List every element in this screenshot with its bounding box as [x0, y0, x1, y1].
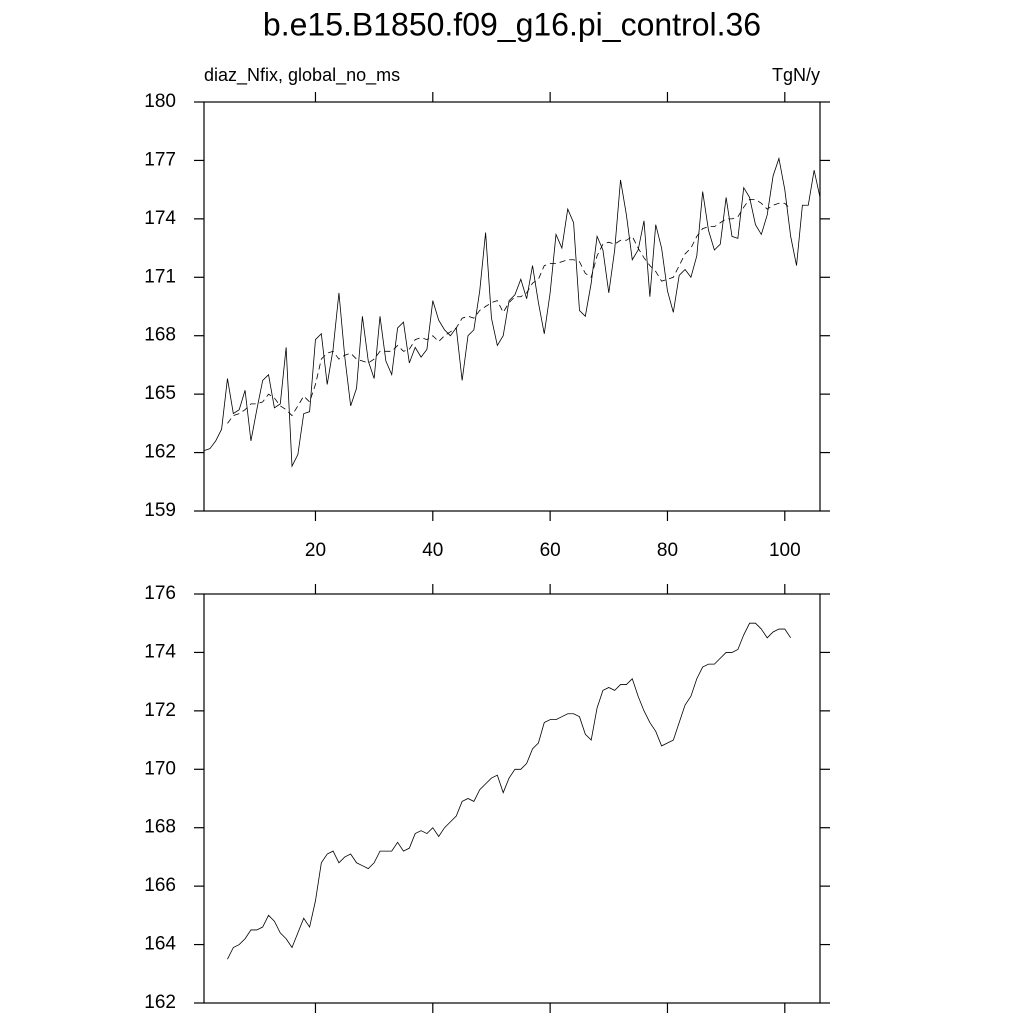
x-tick-label: 60	[540, 540, 561, 561]
y-tick-label: 159	[144, 500, 176, 521]
y-tick-label: 168	[144, 325, 176, 346]
y-tick-label: 176	[144, 583, 176, 604]
x-tick-label: 80	[657, 540, 678, 561]
y-tick-label: 162	[144, 442, 176, 463]
plot-frame	[203, 593, 821, 1004]
data-line	[227, 198, 791, 424]
subtitle-right: TgN/y	[772, 65, 820, 85]
y-tick-label: 174	[144, 208, 176, 229]
plot-frame	[203, 101, 821, 512]
chart-title: b.e15.B1850.f09_g16.pi_control.36	[263, 6, 761, 42]
y-tick-label: 177	[144, 149, 176, 170]
y-tick-label: 180	[144, 91, 176, 112]
y-tick-label: 174	[144, 641, 176, 662]
x-tick-label: 100	[769, 540, 801, 561]
y-tick-label: 162	[144, 992, 176, 1013]
y-tick-label: 168	[144, 817, 176, 838]
y-tick-label: 171	[144, 266, 176, 287]
x-tick-label: 40	[422, 540, 443, 561]
y-tick-label: 170	[144, 758, 176, 779]
y-tick-label: 172	[144, 700, 176, 721]
subtitle-left: diaz_Nfix, global_no_ms	[204, 65, 400, 86]
data-line	[203, 156, 821, 468]
y-tick-label: 166	[144, 875, 176, 896]
y-tick-label: 165	[144, 383, 176, 404]
x-tick-label: 20	[305, 540, 326, 561]
data-line	[227, 622, 792, 960]
y-tick-label: 164	[144, 934, 176, 955]
